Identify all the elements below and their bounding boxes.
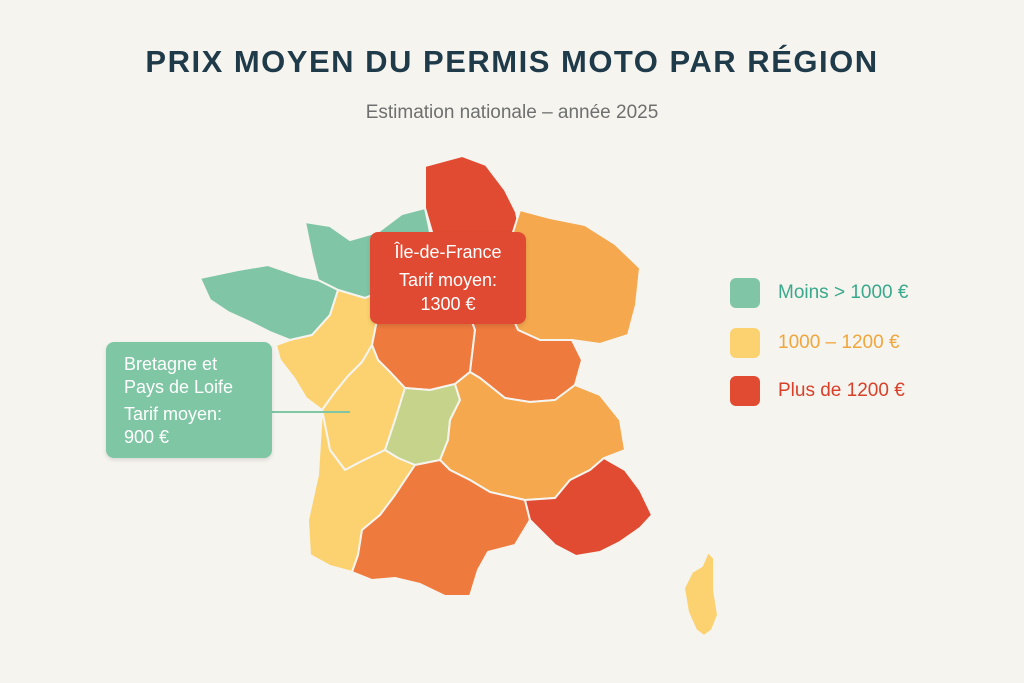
- ile-de-france-callout: Île-de-France Tarif moyen: 1300 €: [370, 232, 526, 324]
- callout-price-value: 900 €: [124, 427, 170, 447]
- legend-swatch-high: [730, 376, 760, 406]
- callout-region-name-line1: Bretagne et: [124, 354, 218, 374]
- callout-price-label: Tarif moyen:: [398, 270, 498, 290]
- callout-price-label: Tarif moyen:: [124, 404, 223, 424]
- legend-swatch-mid: [730, 328, 760, 358]
- region-corse[interactable]: [683, 551, 719, 637]
- map-subtitle: Estimation nationale – année 2025: [365, 102, 659, 123]
- legend-swatch-low: [730, 278, 760, 308]
- callout-region-name: Île-de-France: [394, 242, 502, 262]
- callout-region-name-line2: Pays de Loife: [124, 377, 234, 397]
- legend-label-low: Moins > 1000 €: [778, 282, 909, 303]
- callout-price-value: 1300 €: [420, 294, 476, 314]
- map-title: PRIX MOYEN DU PERMIS MOTO PAR RÉGION: [145, 44, 879, 79]
- legend-label-mid: 1000 – 1200 €: [778, 332, 900, 353]
- region-occitanie[interactable]: [351, 459, 531, 597]
- bretagne-callout: Bretagne et Pays de Loife Tarif moyen: 9…: [106, 342, 272, 458]
- region-paca[interactable]: [524, 457, 653, 557]
- legend-label-high: Plus de 1200 €: [778, 380, 905, 401]
